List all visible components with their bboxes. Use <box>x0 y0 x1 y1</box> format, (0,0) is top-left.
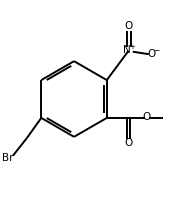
Text: −: − <box>153 46 160 55</box>
Text: O: O <box>143 112 151 122</box>
Text: N: N <box>123 45 131 55</box>
Text: O: O <box>148 49 156 59</box>
Text: O: O <box>124 138 133 148</box>
Text: +: + <box>129 44 135 50</box>
Text: Br: Br <box>2 153 13 163</box>
Text: O: O <box>124 21 132 31</box>
